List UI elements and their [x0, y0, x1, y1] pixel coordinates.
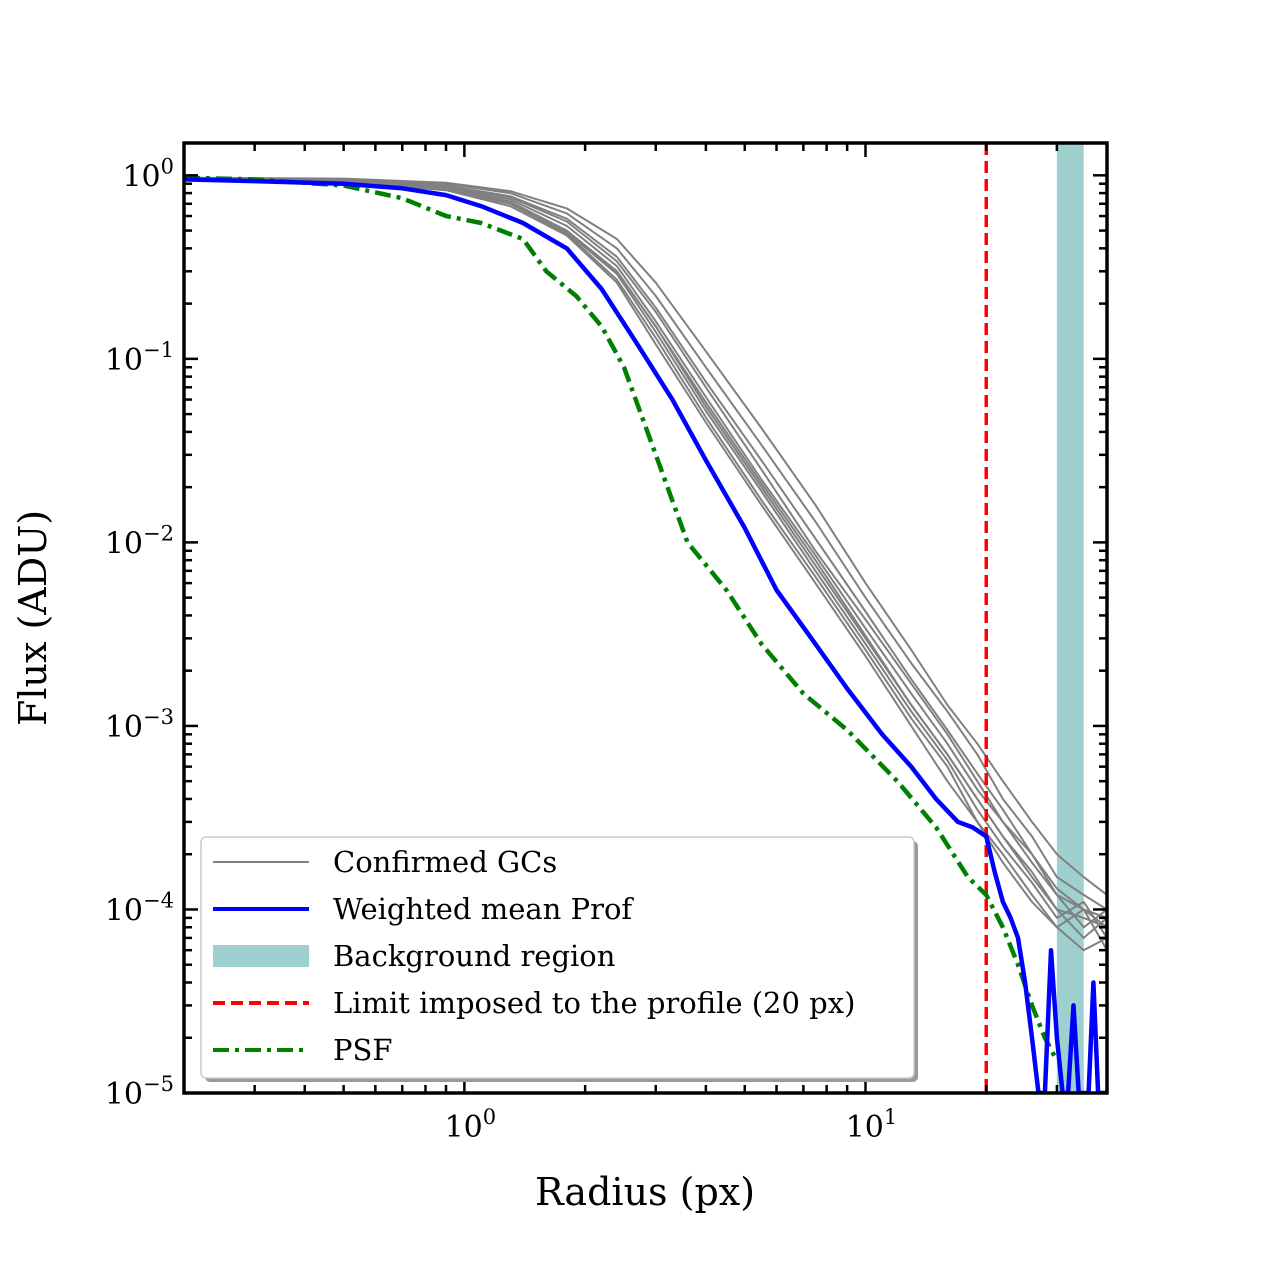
- gc-profile-line-8: [184, 177, 1107, 929]
- y-tick-label-1-base: 10: [122, 159, 160, 194]
- y-tick-label-3: 10−2: [105, 521, 174, 561]
- y-tick-label-2: 10−1: [105, 338, 174, 378]
- background-region-band: [1056, 143, 1084, 1093]
- legend-label-2: Weighted mean Prof: [333, 892, 634, 926]
- y-tick-label-3-exponent: −2: [143, 521, 174, 545]
- plot-area: [184, 143, 1107, 1093]
- gc-profile-line-10: [184, 177, 1107, 919]
- x-axis-title: Radius (px): [535, 1170, 755, 1214]
- gc-profile-line-2: [184, 177, 1107, 939]
- x-tick-label-1: 100: [445, 1105, 497, 1145]
- plot-frame: [182, 141, 1109, 1095]
- y-tick-label-6: 10−5: [105, 1072, 174, 1112]
- y-tick-label-6-base: 10: [105, 1077, 143, 1112]
- psf-line: [184, 175, 1059, 1062]
- gc-profile-line-9: [184, 178, 1107, 952]
- y-tick-label-5-exponent: −4: [143, 888, 174, 912]
- legend-box: [200, 836, 915, 1079]
- gc-profile-line-5: [184, 177, 1107, 929]
- legend-swatch-background: [213, 945, 309, 967]
- y-axis-title: Flux (ADU): [11, 510, 55, 726]
- y-tick-label-4: 10−3: [105, 705, 174, 745]
- legend-label-4: Limit imposed to the profile (20 px): [333, 986, 855, 1020]
- y-tick-label-1: 100: [122, 154, 174, 194]
- x-tick-label-1-base: 10: [445, 1110, 483, 1145]
- y-tick-label-3-base: 10: [105, 526, 143, 561]
- y-tick-label-2-exponent: −1: [143, 338, 174, 362]
- gc-profile-line-7: [184, 176, 1107, 896]
- x-tick-label-2-base: 10: [846, 1110, 884, 1145]
- y-tick-label-5: 10−4: [105, 888, 174, 928]
- y-tick-label-5-base: 10: [105, 893, 143, 928]
- y-tick-label-4-exponent: −3: [143, 705, 174, 729]
- legend-label-3: Background region: [333, 939, 615, 973]
- legend: Confirmed GCs Weighted mean Prof Backgroun…: [200, 836, 918, 1082]
- x-tick-label-2: 101: [846, 1105, 898, 1145]
- x-tick-label-1-exponent: 0: [483, 1105, 496, 1129]
- gc-profile-line-4: [184, 176, 1107, 911]
- x-tick-label-2-exponent: 1: [884, 1105, 897, 1129]
- y-tick-label-6-exponent: −5: [143, 1072, 174, 1096]
- y-tick-label-1-exponent: 0: [161, 154, 174, 178]
- y-tick-label-4-base: 10: [105, 710, 143, 745]
- weighted-mean-line: [184, 177, 1107, 1093]
- legend-label-1: Confirmed GCs: [333, 845, 557, 879]
- y-tick-label-2-base: 10: [105, 343, 143, 378]
- legend-label-5: PSF: [333, 1033, 393, 1067]
